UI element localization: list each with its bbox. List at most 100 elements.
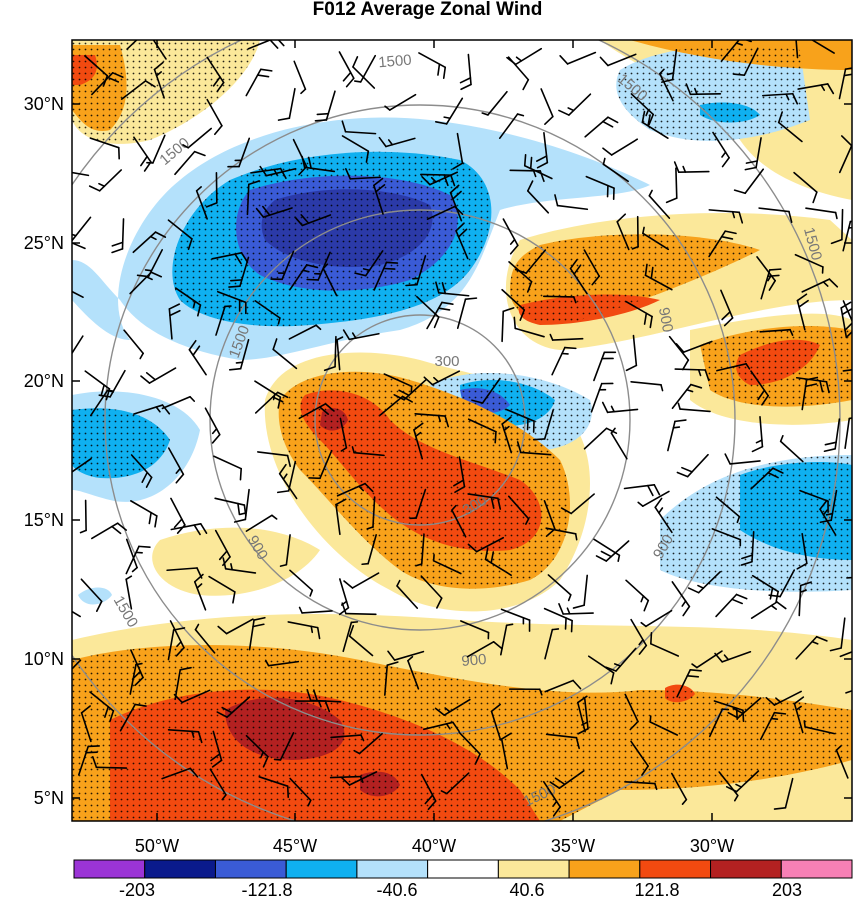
lat-label-5n: 5°N xyxy=(33,788,64,808)
wind-barb xyxy=(819,499,837,536)
wind-barb xyxy=(216,290,247,315)
wind-barb xyxy=(559,51,597,65)
wind-barb xyxy=(685,83,722,96)
wind-barb xyxy=(659,68,674,102)
wind-barb xyxy=(637,490,670,507)
wind-barb xyxy=(233,488,250,523)
wind-barb xyxy=(670,772,688,805)
wind-barb xyxy=(129,662,143,695)
wind-barb xyxy=(759,711,787,741)
wind-barb xyxy=(668,335,690,371)
wind-barb xyxy=(289,777,312,807)
wind-barb xyxy=(793,696,805,734)
wind-barb xyxy=(498,113,525,139)
wind-barb xyxy=(91,756,128,769)
wind-barb xyxy=(215,305,232,336)
wind-barb xyxy=(72,659,82,670)
wind-barb xyxy=(677,402,711,413)
wind-barb xyxy=(161,767,199,780)
wind-barb xyxy=(378,395,413,417)
wind-barb xyxy=(413,422,424,460)
wind-barb xyxy=(173,689,211,704)
wind-barb xyxy=(523,153,553,180)
wind-barb xyxy=(452,132,464,170)
wind-barb xyxy=(733,168,765,195)
colorbar-label-neg203: -203 xyxy=(118,880,156,900)
wind-barb xyxy=(174,666,192,701)
wind-barb xyxy=(750,370,769,406)
wind-barb xyxy=(247,40,285,50)
wind-barb xyxy=(341,120,377,135)
wind-barb xyxy=(458,731,481,765)
wind-barb xyxy=(89,691,115,723)
wind-barb xyxy=(336,336,344,371)
wind-barb xyxy=(467,536,505,553)
wind-barb xyxy=(542,295,577,304)
wind-barb xyxy=(129,271,163,295)
wind-barb xyxy=(340,771,378,786)
wind-barb xyxy=(72,290,84,299)
wind-barb xyxy=(91,72,124,96)
wind-barb xyxy=(839,650,852,658)
wind-barb xyxy=(405,255,427,287)
wind-barb xyxy=(455,222,469,260)
wind-barb xyxy=(624,781,658,791)
wind-barb xyxy=(630,93,655,126)
wind-barb xyxy=(536,132,549,169)
wind-barb xyxy=(650,632,680,657)
wind-barb xyxy=(420,773,437,811)
wind-barb xyxy=(490,703,502,741)
wind-barb xyxy=(794,253,824,274)
lon-label-50w: 50°W xyxy=(134,836,180,856)
wind-barb xyxy=(216,696,251,718)
wind-barb xyxy=(526,180,550,214)
wind-barb xyxy=(298,403,335,420)
colorbar-swatch xyxy=(710,859,782,879)
wind-barb xyxy=(803,720,836,735)
wind-barb xyxy=(484,547,512,576)
wind-barb xyxy=(366,496,376,530)
wind-barb xyxy=(323,335,337,372)
wind-barb xyxy=(797,83,835,95)
wind-barb xyxy=(72,457,92,473)
wind-barb xyxy=(543,607,573,633)
wind-barb xyxy=(91,522,128,540)
wind-barb xyxy=(505,408,535,433)
wind-barb xyxy=(80,578,103,613)
wind-barb xyxy=(708,708,730,738)
wind-barb xyxy=(768,569,796,598)
wind-barb xyxy=(426,301,454,330)
wind-barb xyxy=(153,61,165,99)
wind-barb xyxy=(248,616,266,651)
wind-barb xyxy=(840,135,852,148)
wind-barb xyxy=(361,534,378,566)
wind-barb xyxy=(623,484,661,497)
wind-barb xyxy=(170,522,208,536)
wind-barb xyxy=(500,732,512,770)
wind-barb xyxy=(779,434,804,463)
wind-barb xyxy=(544,679,582,693)
wind-barb xyxy=(467,493,502,510)
wind-barb xyxy=(409,488,427,520)
colorbar xyxy=(73,859,853,879)
wind-barb xyxy=(667,419,687,452)
wind-barb xyxy=(630,381,664,392)
wind-barb xyxy=(610,427,628,460)
range-ring-label: 300 xyxy=(434,353,459,370)
wind-barb xyxy=(631,215,639,250)
wind-barb xyxy=(341,602,377,616)
wind-barb xyxy=(353,732,383,755)
range-ring-3 xyxy=(104,104,736,736)
wind-barb xyxy=(373,261,399,291)
wind-barb xyxy=(750,467,784,490)
wind-barb xyxy=(554,194,589,211)
wind-barb xyxy=(500,623,514,656)
wind-barb xyxy=(167,447,185,484)
wind-barb xyxy=(254,391,289,414)
wind-barb xyxy=(407,655,420,690)
wind-barb xyxy=(545,527,578,541)
wind-barb xyxy=(801,376,819,411)
wind-barb xyxy=(123,329,144,360)
wind-barb xyxy=(373,177,386,215)
